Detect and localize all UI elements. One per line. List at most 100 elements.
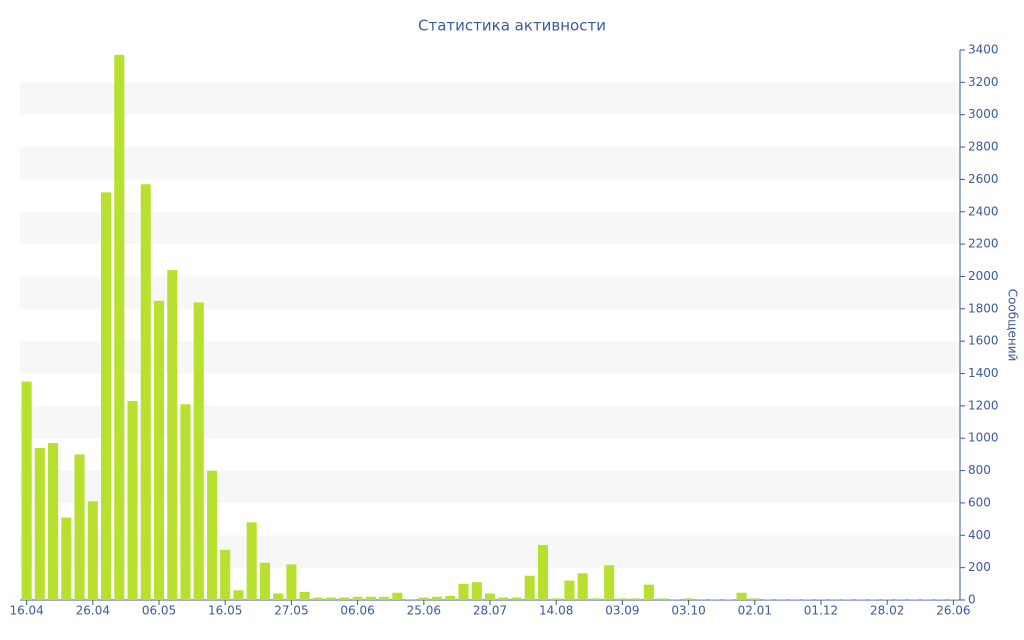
bar	[577, 573, 588, 600]
bar	[670, 599, 681, 600]
bar	[48, 443, 59, 600]
bar	[246, 522, 257, 600]
bar	[842, 599, 853, 600]
y-tick-label: 1000	[968, 431, 999, 445]
bar	[723, 599, 734, 600]
bar	[696, 599, 707, 600]
bar	[392, 592, 403, 600]
bar	[180, 404, 191, 600]
bar	[34, 447, 45, 600]
y-tick-label: 2200	[968, 237, 999, 251]
y-tick-label: 1800	[968, 301, 999, 315]
y-tick-label: 2800	[968, 140, 999, 154]
bar	[749, 598, 760, 600]
bar	[299, 591, 310, 600]
y-tick-label: 0	[968, 593, 976, 607]
x-tick-label: 25.06	[407, 604, 441, 618]
bar	[352, 596, 363, 600]
bar	[87, 501, 98, 600]
bar	[498, 597, 509, 600]
x-tick-label: 27.05	[274, 604, 308, 618]
bar	[153, 300, 165, 600]
x-tick-label: 26.06	[936, 604, 970, 618]
x-tick-label: 01.12	[804, 604, 838, 618]
bar	[445, 595, 456, 600]
bar	[167, 270, 178, 600]
bar	[935, 599, 946, 600]
chart-title: Статистика активности	[418, 17, 606, 35]
y-tick-label: 1600	[968, 334, 999, 348]
x-tick-label: 02.01	[738, 604, 772, 618]
bar	[101, 192, 112, 600]
bar	[379, 596, 390, 600]
x-tick-label: 28.02	[870, 604, 904, 618]
y-tick-label: 2600	[968, 172, 999, 186]
bar	[418, 597, 429, 600]
bar	[683, 598, 694, 600]
y-tick-label: 1400	[968, 366, 999, 380]
bar	[193, 302, 204, 600]
x-tick-label: 14.08	[539, 604, 573, 618]
bar	[286, 564, 297, 600]
bar	[882, 599, 893, 600]
bar	[868, 599, 879, 600]
bar	[829, 599, 840, 600]
y-tick-label: 3200	[968, 75, 999, 89]
bar	[564, 580, 575, 600]
bar	[762, 599, 774, 600]
bar	[273, 593, 284, 600]
y-axis-label: Сообщений	[1006, 289, 1020, 362]
bar	[206, 470, 218, 600]
bar	[484, 593, 496, 600]
bar	[326, 597, 337, 600]
bar	[643, 584, 654, 600]
bar	[630, 598, 641, 600]
bar	[948, 599, 959, 600]
bar	[471, 582, 482, 600]
bar	[524, 575, 535, 600]
x-tick-label: 26.04	[76, 604, 110, 618]
bar	[220, 549, 231, 600]
bar	[339, 597, 350, 600]
bar	[140, 184, 151, 600]
bar	[114, 54, 125, 600]
y-tick-label: 600	[968, 495, 991, 509]
bar	[405, 599, 416, 600]
bar	[74, 454, 85, 600]
bar	[855, 599, 866, 600]
bar	[365, 596, 376, 600]
x-tick-label: 06.05	[142, 604, 176, 618]
bar	[127, 401, 138, 600]
bar	[604, 565, 615, 600]
bar	[736, 592, 747, 600]
y-tick-label: 200	[968, 560, 991, 574]
bar	[617, 598, 628, 600]
grid-band	[20, 211, 960, 245]
y-tick-label: 800	[968, 463, 991, 477]
bar	[710, 599, 721, 600]
bar	[61, 517, 72, 600]
bar	[815, 599, 827, 600]
bar	[802, 599, 813, 600]
bar	[551, 598, 562, 600]
bar	[511, 597, 522, 600]
bar	[458, 583, 469, 600]
bar	[776, 599, 787, 600]
grid-band	[20, 82, 960, 115]
y-tick-label: 2400	[968, 204, 999, 218]
y-tick-label: 1200	[968, 398, 999, 412]
bar	[432, 596, 443, 600]
x-tick-label: 28.07	[473, 604, 507, 618]
x-tick-label: 06.06	[340, 604, 374, 618]
bar	[590, 598, 601, 600]
bar	[895, 599, 906, 600]
x-tick-label: 16.05	[208, 604, 242, 618]
x-tick-label: 03.10	[671, 604, 705, 618]
y-tick-label: 3400	[968, 43, 999, 57]
bar	[233, 590, 244, 600]
bar	[259, 562, 270, 600]
bar	[657, 598, 668, 600]
x-tick-label: 16.04	[9, 604, 43, 618]
x-tick-label: 03.09	[605, 604, 639, 618]
